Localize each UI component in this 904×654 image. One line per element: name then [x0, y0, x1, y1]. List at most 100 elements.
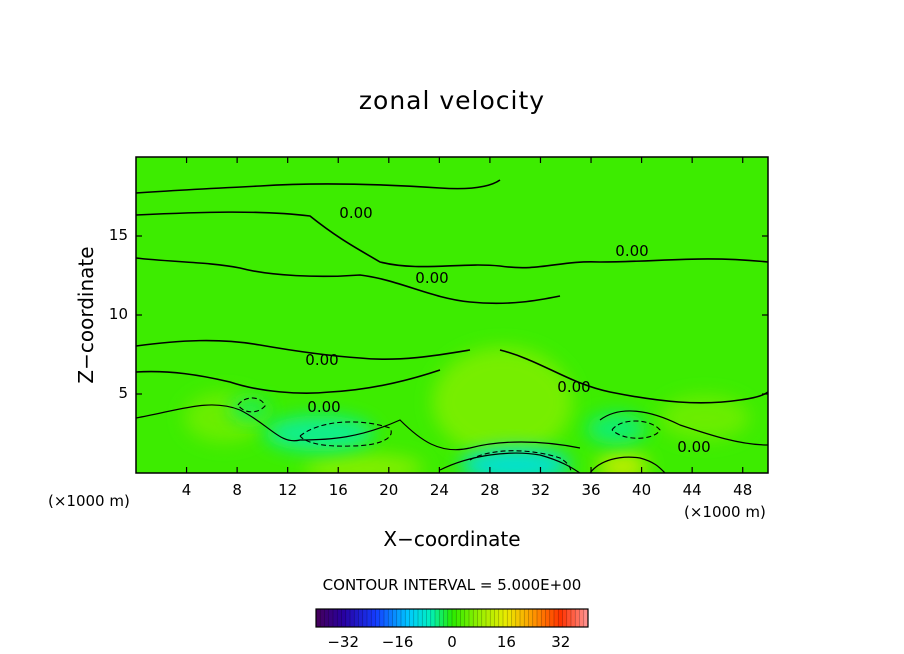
colorbar-segment — [341, 609, 347, 627]
heatmap-feature — [264, 415, 375, 452]
x-tick-label: 16 — [328, 481, 348, 499]
y-tick-label: 5 — [118, 384, 128, 402]
contour-value-label: 0.00 — [305, 351, 338, 369]
colorbar-segment — [350, 609, 355, 627]
contour-line — [439, 452, 581, 473]
colorbar-segment — [579, 609, 585, 627]
colorbar-segment — [392, 609, 398, 627]
x-tick-label: 44 — [682, 481, 702, 499]
contour-line — [136, 404, 581, 451]
x-tick-label: 40 — [632, 481, 652, 499]
colorbar-segment — [324, 609, 330, 627]
colorbar-segment — [473, 609, 478, 627]
colorbar-segment — [571, 609, 576, 627]
colorbar-segment — [486, 609, 491, 627]
colorbar-segment — [520, 609, 525, 627]
y-tick-label: 10 — [108, 305, 128, 323]
contour-line — [136, 339, 471, 360]
colorbar-segment — [409, 609, 415, 627]
colorbar-segment — [362, 609, 368, 627]
colorbar-segment — [481, 609, 487, 627]
x-tick-label: 32 — [530, 481, 551, 499]
colorbar-segment — [345, 609, 351, 627]
heatmap-feature — [597, 451, 648, 473]
contour-line — [599, 410, 768, 446]
colorbar-segment — [379, 609, 385, 627]
colorbar-segment — [384, 609, 389, 627]
colorbar-segment — [320, 609, 325, 627]
contour-lines — [136, 179, 768, 473]
z-unit-label: (×1000 m) — [48, 492, 130, 510]
contour-line — [589, 456, 666, 473]
colorbar-segment — [405, 609, 410, 627]
heatmap-feature — [432, 346, 573, 457]
colorbar-segment — [532, 609, 538, 627]
colorbar-segment — [494, 609, 500, 627]
colorbar-segment — [439, 609, 444, 627]
colorbar-segment — [388, 609, 393, 627]
colorbar-tick-label: 16 — [496, 633, 516, 651]
contour-line-dashed — [611, 420, 661, 439]
contour-value-label: 0.00 — [415, 269, 448, 287]
x-tick-label: 20 — [379, 481, 399, 499]
colorbar-segment — [477, 609, 483, 627]
colorbar-segment — [460, 609, 466, 627]
heatmap-feature — [303, 454, 424, 473]
heatmap-feature — [659, 395, 750, 440]
colorbar-segment — [337, 609, 342, 627]
contour-line-dashed — [299, 421, 392, 447]
x-tick-label: 4 — [181, 481, 192, 499]
colorbar-segment — [554, 609, 559, 627]
colorbar-segment — [443, 609, 449, 627]
colorbar-segment — [435, 609, 440, 627]
colorbar-segment — [583, 609, 589, 627]
colorbar-segment — [537, 609, 542, 627]
contour-value-label: 0.00 — [557, 378, 590, 396]
colorbar-segment — [498, 609, 504, 627]
chart-title: zonal velocity — [358, 86, 546, 115]
colorbar-segment — [545, 609, 551, 627]
colorbar-segment — [371, 609, 376, 627]
colorbar-segment — [422, 609, 427, 627]
x-tick-label: 12 — [278, 481, 298, 499]
colorbar-segment — [413, 609, 419, 627]
colorbar-segment — [511, 609, 517, 627]
colorbar-tick-label: 32 — [551, 633, 571, 651]
colorbar-segment — [558, 609, 563, 627]
colorbar-tick-label: −16 — [381, 633, 414, 651]
contour-value-label: 0.00 — [677, 438, 710, 456]
colorbar-segment — [396, 609, 402, 627]
contour-interval-label: CONTOUR INTERVAL = 5.000E+00 — [322, 576, 582, 594]
x-tick-label: 36 — [581, 481, 601, 499]
contour-line — [136, 257, 561, 305]
contour-value-label: 0.00 — [339, 204, 372, 222]
colorbar — [315, 608, 589, 628]
colorbar-segment — [354, 609, 359, 627]
colorbar-segment — [426, 609, 432, 627]
colorbar-segment — [316, 609, 321, 627]
colorbar-segment — [401, 609, 406, 627]
colorbar-segment — [367, 609, 372, 627]
x-axis-label: X−coordinate — [383, 527, 521, 551]
colorbar-segment — [490, 609, 495, 627]
colorbar-segment — [375, 609, 381, 627]
colorbar-segment — [549, 609, 555, 627]
x-tick-label: 28 — [480, 481, 500, 499]
colorbar-segment — [447, 609, 453, 627]
colorbar-segment — [469, 609, 474, 627]
x-unit-label: (×1000 m) — [684, 503, 766, 521]
colorbar-segment — [566, 609, 572, 627]
colorbar-segment — [575, 609, 580, 627]
heatmap-feature — [586, 412, 647, 445]
colorbar-segment — [358, 609, 364, 627]
colorbar-segment — [541, 609, 546, 627]
heatmap-feature — [229, 397, 270, 422]
contour-line — [136, 211, 768, 269]
contour-line-dashed — [469, 450, 572, 473]
colorbar-segment — [430, 609, 436, 627]
colorbar-segment — [333, 609, 338, 627]
colorbar-segment — [507, 609, 512, 627]
colorbar-frame — [315, 608, 589, 628]
tick-marks — [136, 157, 768, 473]
